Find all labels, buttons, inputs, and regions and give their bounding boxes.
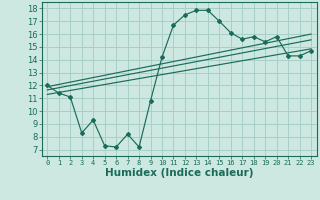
X-axis label: Humidex (Indice chaleur): Humidex (Indice chaleur) — [105, 168, 253, 178]
